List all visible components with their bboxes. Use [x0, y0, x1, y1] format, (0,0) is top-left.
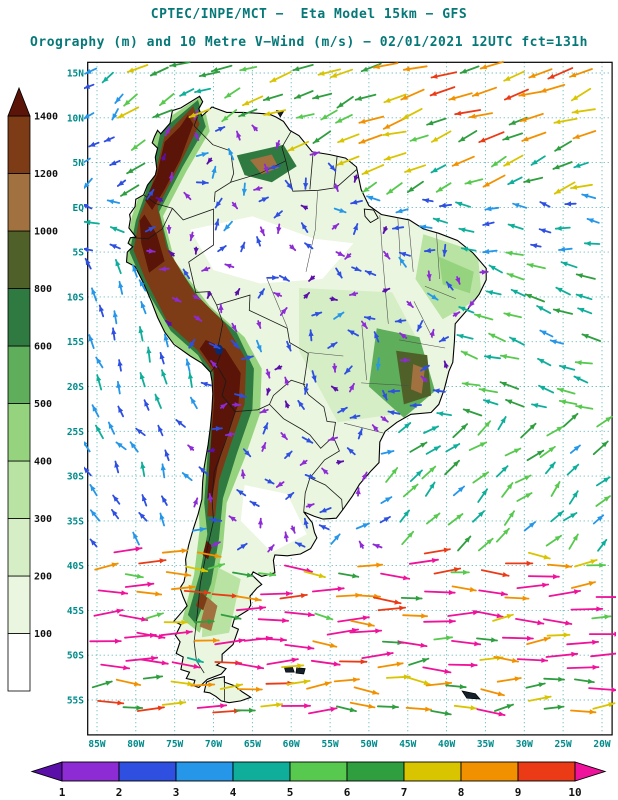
svg-text:400: 400 — [34, 457, 52, 468]
wind-colorbar-right-arrow — [574, 761, 607, 782]
svg-text:65W: 65W — [244, 739, 261, 750]
svg-text:30S: 30S — [67, 472, 84, 483]
svg-text:55S: 55S — [67, 696, 84, 707]
svg-text:1400: 1400 — [34, 112, 58, 123]
orography-shading — [126, 96, 482, 638]
map-frame — [87, 61, 613, 736]
svg-text:25S: 25S — [67, 427, 84, 438]
svg-text:10: 10 — [568, 786, 581, 799]
svg-text:10N: 10N — [67, 113, 84, 124]
svg-text:300: 300 — [34, 514, 52, 525]
svg-text:85W: 85W — [88, 739, 105, 750]
island — [295, 667, 306, 675]
wind-speed-colorbar — [30, 761, 607, 782]
svg-text:2: 2 — [116, 786, 123, 799]
svg-text:35W: 35W — [477, 739, 494, 750]
svg-text:5S: 5S — [73, 248, 85, 259]
svg-text:70W: 70W — [205, 739, 222, 750]
svg-text:45S: 45S — [67, 606, 84, 617]
wind-vectors — [84, 61, 616, 717]
svg-text:10S: 10S — [67, 292, 84, 303]
svg-text:80W: 80W — [127, 739, 144, 750]
elevation-colorbar-ticks: 100 200 300 400 500 600 800 1000 1200 1400 — [34, 112, 58, 641]
svg-text:40S: 40S — [67, 561, 84, 572]
elevation-colorbar — [7, 86, 31, 692]
svg-text:50W: 50W — [360, 739, 377, 750]
wind-colorbar-ticks: 1 2 3 4 5 6 7 8 9 10 — [59, 786, 582, 799]
elevation-colorbar-arrow — [7, 86, 31, 117]
svg-text:4: 4 — [230, 786, 237, 799]
svg-text:15N: 15N — [67, 69, 84, 80]
svg-text:800: 800 — [34, 284, 52, 295]
svg-text:8: 8 — [458, 786, 465, 799]
svg-text:500: 500 — [34, 399, 52, 410]
svg-text:20W: 20W — [593, 739, 610, 750]
svg-text:75W: 75W — [166, 739, 183, 750]
svg-text:5N: 5N — [73, 158, 85, 169]
svg-text:25W: 25W — [555, 739, 572, 750]
svg-text:EQ: EQ — [73, 203, 85, 214]
svg-text:20S: 20S — [67, 382, 84, 393]
svg-text:1: 1 — [59, 786, 66, 799]
svg-text:40W: 40W — [438, 739, 455, 750]
svg-text:200: 200 — [34, 572, 52, 583]
svg-text:30W: 30W — [516, 739, 533, 750]
svg-text:9: 9 — [515, 786, 522, 799]
marajo-island — [363, 208, 379, 224]
island — [461, 690, 481, 700]
svg-text:600: 600 — [34, 342, 52, 353]
svg-text:1200: 1200 — [34, 169, 58, 180]
axis-labels: 15N 10N 5N EQ 5S 10S 15S 20S 25S 30S 35S 40S 45S 50S 5… — [67, 69, 611, 751]
svg-text:6: 6 — [344, 786, 351, 799]
svg-text:7: 7 — [401, 786, 408, 799]
state-borders — [266, 191, 457, 434]
chart-title-line2: Orography (m) and 10 Metre V−Wind (m/s) … — [30, 35, 588, 50]
svg-text:3: 3 — [173, 786, 180, 799]
svg-text:55W: 55W — [322, 739, 339, 750]
chart-title-line1: CPTEC/INPE/MCT − Eta Model 15km − GFS — [150, 7, 468, 22]
svg-text:45W: 45W — [399, 739, 416, 750]
svg-text:15S: 15S — [67, 337, 84, 348]
country-borders — [133, 101, 357, 701]
svg-text:100: 100 — [34, 629, 52, 640]
svg-text:50S: 50S — [67, 651, 84, 662]
wind-colorbar-left-arrow — [30, 761, 63, 782]
svg-text:1000: 1000 — [34, 227, 58, 238]
svg-text:60W: 60W — [283, 739, 300, 750]
svg-text:35S: 35S — [67, 516, 84, 527]
svg-text:5: 5 — [287, 786, 294, 799]
